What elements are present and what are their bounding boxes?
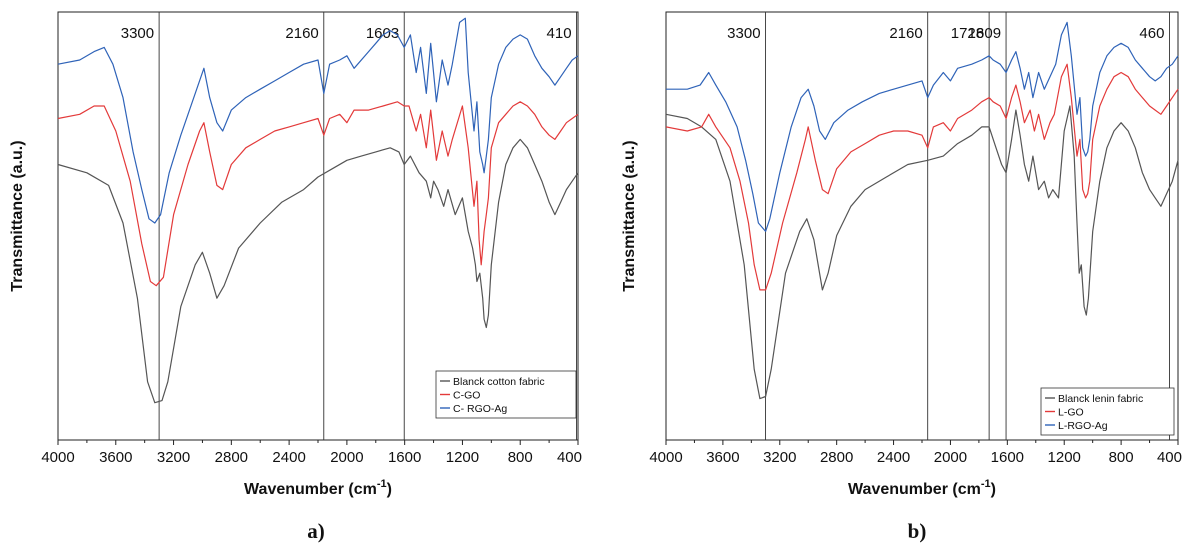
series-line-0 xyxy=(57,138,579,404)
x-tick-label: 2000 xyxy=(330,449,363,466)
reference-label-410: 410 xyxy=(547,25,572,42)
series-line-0 xyxy=(665,105,1179,400)
reference-label-1603: 1603 xyxy=(366,25,399,42)
x-tick-label: 800 xyxy=(508,449,533,466)
x-axis-title: Wavenumber (cm-1) xyxy=(848,478,996,498)
y-axis-title: Transmittance (a.u.) xyxy=(621,140,638,291)
legend-entry-0: Blanck cotton fabric xyxy=(453,376,545,388)
reference-label-2160: 2160 xyxy=(285,25,318,42)
y-axis-title: Transmittance (a.u.) xyxy=(9,140,26,291)
legend-entry-1: C-GO xyxy=(453,389,480,401)
x-tick-label: 3200 xyxy=(763,449,796,466)
x-tick-label: 3600 xyxy=(706,449,739,466)
x-tick-label: 1600 xyxy=(991,449,1024,466)
x-tick-label: 2800 xyxy=(820,449,853,466)
x-tick-label: 3200 xyxy=(157,449,190,466)
legend-box xyxy=(435,370,577,419)
x-tick-label: 1600 xyxy=(388,449,421,466)
legend-entry-2: C- RGO-Ag xyxy=(453,403,507,415)
legend-box xyxy=(1040,387,1175,436)
x-tick-label: 2000 xyxy=(934,449,967,466)
chart-panel-a: 4000 3600 3200 2800 2400 2000 1600 1200 800 400 33… xyxy=(9,11,582,543)
panel-label: a) xyxy=(307,519,325,543)
series-line-2 xyxy=(57,17,579,224)
chart-panel-b: 4000 3600 3200 2800 2400 2000 1600 1200 800 400 33… xyxy=(621,11,1182,543)
x-tick-label: 2400 xyxy=(877,449,910,466)
x-tick-label: 4000 xyxy=(41,449,74,466)
x-tick-label: 400 xyxy=(1157,449,1182,466)
legend-entry-1: L-GO xyxy=(1058,406,1084,418)
legend-entry-0: Blanck lenin fabric xyxy=(1058,393,1143,405)
reference-label-1728: 1728 xyxy=(951,25,984,42)
series-line-1 xyxy=(665,63,1179,291)
x-tick-label: 3600 xyxy=(99,449,132,466)
x-axis-title: Wavenumber (cm-1) xyxy=(244,478,392,498)
reference-label-460: 460 xyxy=(1139,25,1164,42)
reference-label-1609: 1609 xyxy=(968,25,1001,42)
plot-frame xyxy=(665,11,1179,441)
reference-label-3300: 3300 xyxy=(727,25,760,42)
reference-label-2160: 2160 xyxy=(889,25,922,42)
series-line-2 xyxy=(666,21,1179,232)
x-tick-label: 800 xyxy=(1109,449,1134,466)
x-tick-label: 1200 xyxy=(446,449,479,466)
x-tick-label: 2800 xyxy=(215,449,248,466)
legend-entry-2: L-RGO-Ag xyxy=(1058,420,1108,432)
x-tick-label: 1200 xyxy=(1048,449,1081,466)
x-tick-label: 400 xyxy=(557,449,582,466)
series-line-1 xyxy=(57,101,579,287)
reference-label-3300: 3300 xyxy=(121,25,154,42)
x-tick-label: 2400 xyxy=(272,449,305,466)
x-tick-label: 4000 xyxy=(649,449,682,466)
panel-label: b) xyxy=(908,519,927,543)
